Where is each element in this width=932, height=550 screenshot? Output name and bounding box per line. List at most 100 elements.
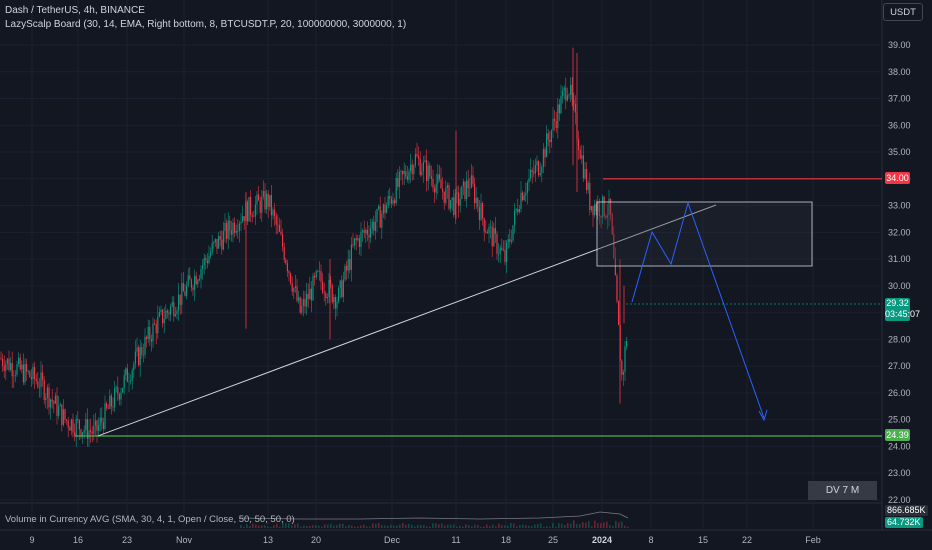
candle-body	[10, 363, 12, 370]
candle-body	[190, 279, 192, 288]
candle-body	[290, 273, 292, 284]
range-rectangle	[596, 201, 813, 267]
candle-body	[189, 275, 191, 280]
time-tick-label: 16	[73, 535, 83, 545]
time-tick-label: 25	[548, 535, 558, 545]
candle-body	[528, 178, 530, 183]
volume-bar	[528, 525, 530, 528]
candle-body	[178, 294, 180, 311]
volume-bar	[240, 525, 242, 528]
candle-body	[363, 230, 365, 234]
candle-body	[182, 282, 184, 292]
candle-body	[605, 216, 607, 218]
candle-body	[3, 365, 5, 371]
volume-bar	[387, 525, 389, 528]
candle-body	[235, 230, 237, 233]
volume-bar	[411, 524, 413, 528]
time-tick-label: 8	[648, 535, 653, 545]
volume-bar	[510, 523, 512, 528]
candle-body	[45, 397, 47, 400]
time-tick-label: 13	[263, 535, 273, 545]
candle-body	[187, 275, 189, 286]
volume-bar	[243, 526, 245, 528]
volume-bar	[390, 524, 392, 528]
candle-body	[454, 193, 456, 216]
candle-body	[418, 156, 420, 159]
volume-bar	[306, 525, 308, 528]
candle-body	[493, 228, 495, 247]
candle-body	[456, 192, 458, 194]
candle-body	[590, 206, 592, 211]
volume-bar	[321, 526, 323, 528]
time-tick-label: 11	[451, 535, 460, 545]
candle-body	[434, 187, 436, 193]
candle-body	[37, 381, 39, 388]
volume-bar	[447, 524, 449, 528]
candle-body	[288, 271, 290, 274]
volume-bar	[405, 524, 407, 528]
volume-bar	[531, 526, 533, 528]
volume-bar	[297, 523, 299, 528]
candle-body	[38, 387, 40, 388]
candle-body	[595, 204, 597, 212]
candle-body	[352, 244, 354, 246]
candle-body	[86, 419, 88, 439]
currency-button[interactable]: USDT	[883, 3, 923, 21]
candle-body	[622, 371, 624, 375]
candle-body	[243, 216, 245, 221]
candle-body	[0, 358, 2, 359]
candle-body	[549, 139, 551, 143]
candle-body	[309, 288, 311, 300]
candle-body	[566, 95, 568, 101]
volume-bar	[444, 525, 446, 528]
volume-bar	[378, 523, 380, 528]
candle-body	[19, 357, 21, 370]
candle-body	[336, 301, 338, 309]
symbol-title[interactable]: Dash / TetherUS, 4h, BINANCE	[5, 5, 145, 16]
candle-body	[166, 310, 168, 313]
candle-body	[298, 297, 300, 301]
candle-body	[461, 186, 463, 199]
candle-body	[614, 257, 616, 276]
candle-body	[586, 169, 588, 191]
price-tick-label: 25.00	[888, 415, 911, 425]
candle-body	[40, 372, 42, 388]
candle-body	[261, 196, 263, 213]
volume-bar	[516, 526, 518, 528]
candle-body	[574, 103, 576, 113]
candle-body	[264, 191, 266, 210]
volume-bar	[615, 520, 617, 528]
candle-body	[427, 165, 429, 181]
candle-body	[160, 309, 162, 313]
candle-body	[405, 171, 407, 177]
candle-body	[621, 360, 623, 375]
volume-bar	[582, 522, 584, 528]
candle-body	[34, 366, 36, 380]
volume-bar	[555, 526, 557, 528]
volume-bar	[588, 520, 590, 528]
candle-body	[115, 387, 117, 389]
candle-body	[474, 184, 476, 204]
candle-body	[301, 305, 303, 313]
volume-bar	[249, 525, 251, 528]
candle-body	[386, 205, 388, 213]
candle-body	[469, 187, 471, 189]
last-price-value: 29.32	[886, 298, 909, 308]
volume-bar	[591, 526, 593, 528]
candle-body	[578, 139, 580, 150]
candle-body	[547, 133, 549, 140]
price-tick-label: 23.00	[888, 468, 911, 478]
volume-bar	[423, 525, 425, 528]
volume-indicator-legend[interactable]: Volume in Currency AVG (SMA, 30, 4, 1, O…	[5, 514, 295, 525]
candle-body	[430, 176, 432, 179]
candle-body	[26, 363, 28, 372]
volume-bar	[252, 523, 254, 528]
volume-bar	[432, 523, 434, 528]
candle-body	[168, 312, 170, 315]
volume-bar	[570, 523, 572, 528]
indicator-legend[interactable]: LazyScalp Board (30, 14, EMA, Right bott…	[5, 19, 407, 30]
candle-body	[504, 249, 506, 262]
candle-body	[341, 280, 343, 298]
candle-body	[483, 218, 485, 232]
